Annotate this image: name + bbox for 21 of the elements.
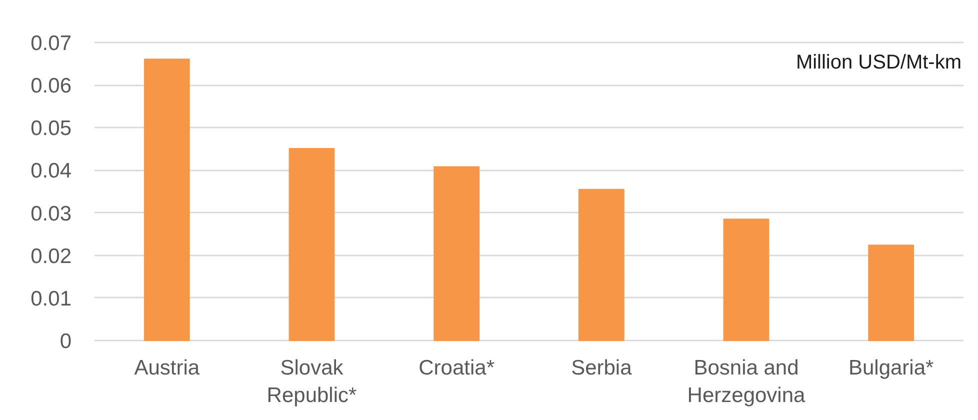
bar <box>868 244 914 341</box>
y-tick-label: 0.02 <box>30 244 72 268</box>
y-tick-label: 0 <box>60 330 72 353</box>
y-tick-label: 0.01 <box>30 287 72 310</box>
bar <box>434 166 480 341</box>
x-tick-label: Serbia <box>571 356 632 380</box>
x-tick-label: Slovak Republic* <box>266 356 357 408</box>
y-tick-label: 0.06 <box>30 74 72 98</box>
y-tick-label: 0.07 <box>30 32 72 55</box>
x-tick-label: Austria <box>134 356 200 380</box>
bar <box>723 218 770 341</box>
x-tick-label: Croatia* <box>418 356 495 380</box>
bar <box>578 188 624 341</box>
bar <box>144 58 190 341</box>
y-tick-label: 0.03 <box>30 202 72 226</box>
annotation: Million USD/Mt-km <box>796 52 962 74</box>
bar <box>288 148 335 341</box>
x-tick-label: Bosnia and Herzegovina <box>687 356 806 408</box>
y-tick-label: 0.05 <box>30 117 72 140</box>
y-tick-label: 0.04 <box>30 160 72 183</box>
x-tick-label: Bulgaria* <box>848 356 934 380</box>
